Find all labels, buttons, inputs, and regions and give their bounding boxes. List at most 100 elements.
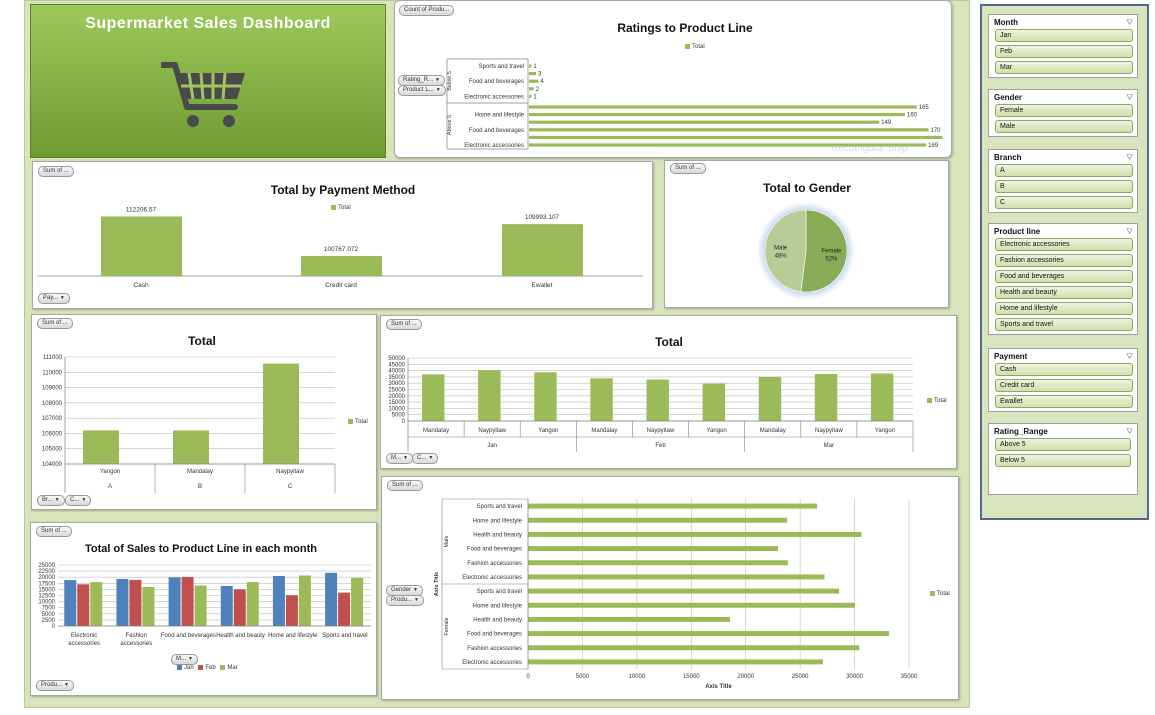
dropdown-arrow-icon: ▼ [54, 497, 60, 503]
clear-filter-icon[interactable]: ⛛ [1126, 18, 1133, 27]
data-label: 2 [536, 87, 540, 93]
clear-filter-icon[interactable]: ⛛ [1126, 427, 1133, 436]
tick-label: 12500 [38, 594, 55, 600]
tick-label: 104000 [42, 462, 63, 468]
gender-line-legend: Total [930, 591, 950, 597]
tick-label: 0 [526, 674, 530, 680]
tick-label: 15000 [38, 587, 55, 593]
product-line-pill[interactable]: Product L... ▼ [398, 85, 446, 96]
slicer-item[interactable]: C [995, 196, 1133, 209]
data-label: 169 [928, 143, 939, 149]
legend-swatch [685, 44, 690, 49]
bar [83, 430, 119, 464]
bar [528, 574, 825, 580]
slicer-item[interactable]: Feb [995, 45, 1133, 58]
dropdown-arrow-icon: ▼ [64, 682, 69, 688]
bar [194, 585, 207, 626]
slicer-item[interactable]: Health and beauty [995, 286, 1133, 299]
branch-axis-pill[interactable]: Br... ▼ [37, 495, 65, 506]
clear-filter-icon[interactable]: ⛛ [1126, 93, 1133, 102]
clear-filter-icon[interactable]: ⛛ [1126, 153, 1133, 162]
category-label: Food and beverages [467, 547, 522, 553]
bar [646, 379, 669, 421]
dropdown-arrow-icon: ▼ [59, 295, 65, 301]
tick-label: 30000 [388, 381, 405, 387]
pill-label: Sum of ... [392, 482, 418, 488]
gender-line-chart-panel: Sum of ... Gender ▼ Produ... ▼ Total 0 5000… [381, 476, 959, 700]
data-label: 112206.57 [126, 206, 157, 213]
city-axis-pill[interactable]: C... ▼ [65, 495, 92, 506]
group-label: A [108, 484, 112, 490]
month-city-filter-pill[interactable]: Sum of ... [386, 319, 422, 330]
dropdown-arrow-icon: ▼ [435, 77, 440, 83]
monthly-legend-pill[interactable]: M... ▼ [171, 654, 198, 665]
gender-filter-pill[interactable]: Sum of ... [670, 163, 706, 174]
y-axis-title: Axis Title [434, 572, 440, 596]
legend-label: Total [934, 398, 947, 405]
slicer-item[interactable]: A [995, 164, 1133, 177]
bar [77, 584, 90, 626]
bar [528, 517, 788, 523]
dropdown-arrow-icon: ▼ [81, 497, 87, 503]
ratings-chart-panel: Count of Produ... Rating_R... ▼ Product L… [394, 0, 952, 158]
category-label: Home and lifestyle [475, 113, 525, 119]
slicer-item[interactable]: Sports and travel [995, 318, 1133, 331]
slicer-item[interactable]: Ewallet [995, 395, 1133, 408]
category-label: Mandalay [187, 469, 213, 475]
monthly-axis-pill[interactable]: Produ... ▼ [36, 680, 74, 691]
group-label: B [198, 484, 202, 490]
city-month-axis-pill[interactable]: C... ▼ [412, 453, 439, 464]
category-label: Sports and travel [479, 64, 524, 70]
gender-plot: Female 52% Male 48% [757, 202, 855, 300]
branch-chart-panel: Sum of ... Br... ▼ C... ▼ Total Total 1040… [31, 314, 377, 510]
slicer-gender: Gender ⛛ Female Male [988, 89, 1138, 137]
slicer-item[interactable]: Male [995, 120, 1133, 133]
product-row-pill[interactable]: Produ... ▼ [386, 595, 424, 606]
monthly-chart-title: Total of Sales to Product Line in each m… [84, 543, 318, 555]
data-label: 149 [881, 120, 892, 126]
slicer-item[interactable]: Mar [995, 61, 1133, 74]
slicer-title: Gender [994, 93, 1023, 102]
payment-axis-pill[interactable]: Pay... ▼ [38, 293, 70, 304]
category-label: Food and beverages [467, 632, 522, 638]
tick-label: 20000 [38, 575, 55, 581]
tick-label: 40000 [388, 369, 405, 375]
slicer-item[interactable]: Below 5 [995, 454, 1131, 467]
gender-line-filter-pill[interactable]: Sum of ... [387, 480, 423, 491]
monthly-legend: Jan Feb Mar [177, 665, 238, 671]
bar [528, 631, 890, 637]
slicer-item[interactable]: Above 5 [995, 438, 1131, 451]
slicer-item[interactable]: Food and beverages [995, 270, 1133, 283]
bar [181, 576, 194, 626]
monthly-filter-pill[interactable]: Sum of ... [36, 526, 72, 537]
payment-filter-pill[interactable]: Sum of ... [38, 166, 74, 177]
slice-name: Female [821, 249, 842, 255]
legend-label: Total [692, 44, 705, 51]
data-label: 165 [919, 105, 930, 111]
tick-label: 50000 [388, 356, 405, 362]
tick-label: 111000 [43, 355, 63, 361]
category-label-line2: accessories [120, 641, 152, 647]
category-label: Fashion accessories [467, 561, 522, 567]
slicer-item[interactable]: Jan [995, 29, 1133, 42]
category-label-line2: accessories [68, 641, 100, 647]
slicer-item[interactable]: Female [995, 104, 1133, 117]
slicer-item[interactable]: Fashion accessories [995, 254, 1133, 267]
slicer-item[interactable]: Home and lifestyle [995, 302, 1133, 315]
bar [528, 616, 731, 622]
clear-filter-icon[interactable]: ⛛ [1126, 227, 1133, 236]
slicer-item[interactable]: Electronic accessories [995, 238, 1133, 251]
branch-filter-pill[interactable]: Sum of ... [37, 318, 73, 329]
tick-label: 108000 [42, 401, 63, 407]
slicer-rating-range: Rating_Range ⛛ Above 5 Below 5 [988, 423, 1138, 495]
legend-swatch [198, 665, 204, 670]
clear-filter-icon[interactable]: ⛛ [1126, 352, 1133, 361]
tick-label: 105000 [42, 447, 63, 453]
slicer-item[interactable]: Cash [995, 363, 1133, 376]
slicer-item[interactable]: B [995, 180, 1133, 193]
category-label: Mandalay [423, 428, 449, 434]
tick-label: 30000 [846, 674, 863, 680]
pie-slice [764, 209, 807, 293]
slicer-item[interactable]: Credit card [995, 379, 1133, 392]
ratings-filter-pill[interactable]: Count of Produ... [399, 5, 455, 16]
